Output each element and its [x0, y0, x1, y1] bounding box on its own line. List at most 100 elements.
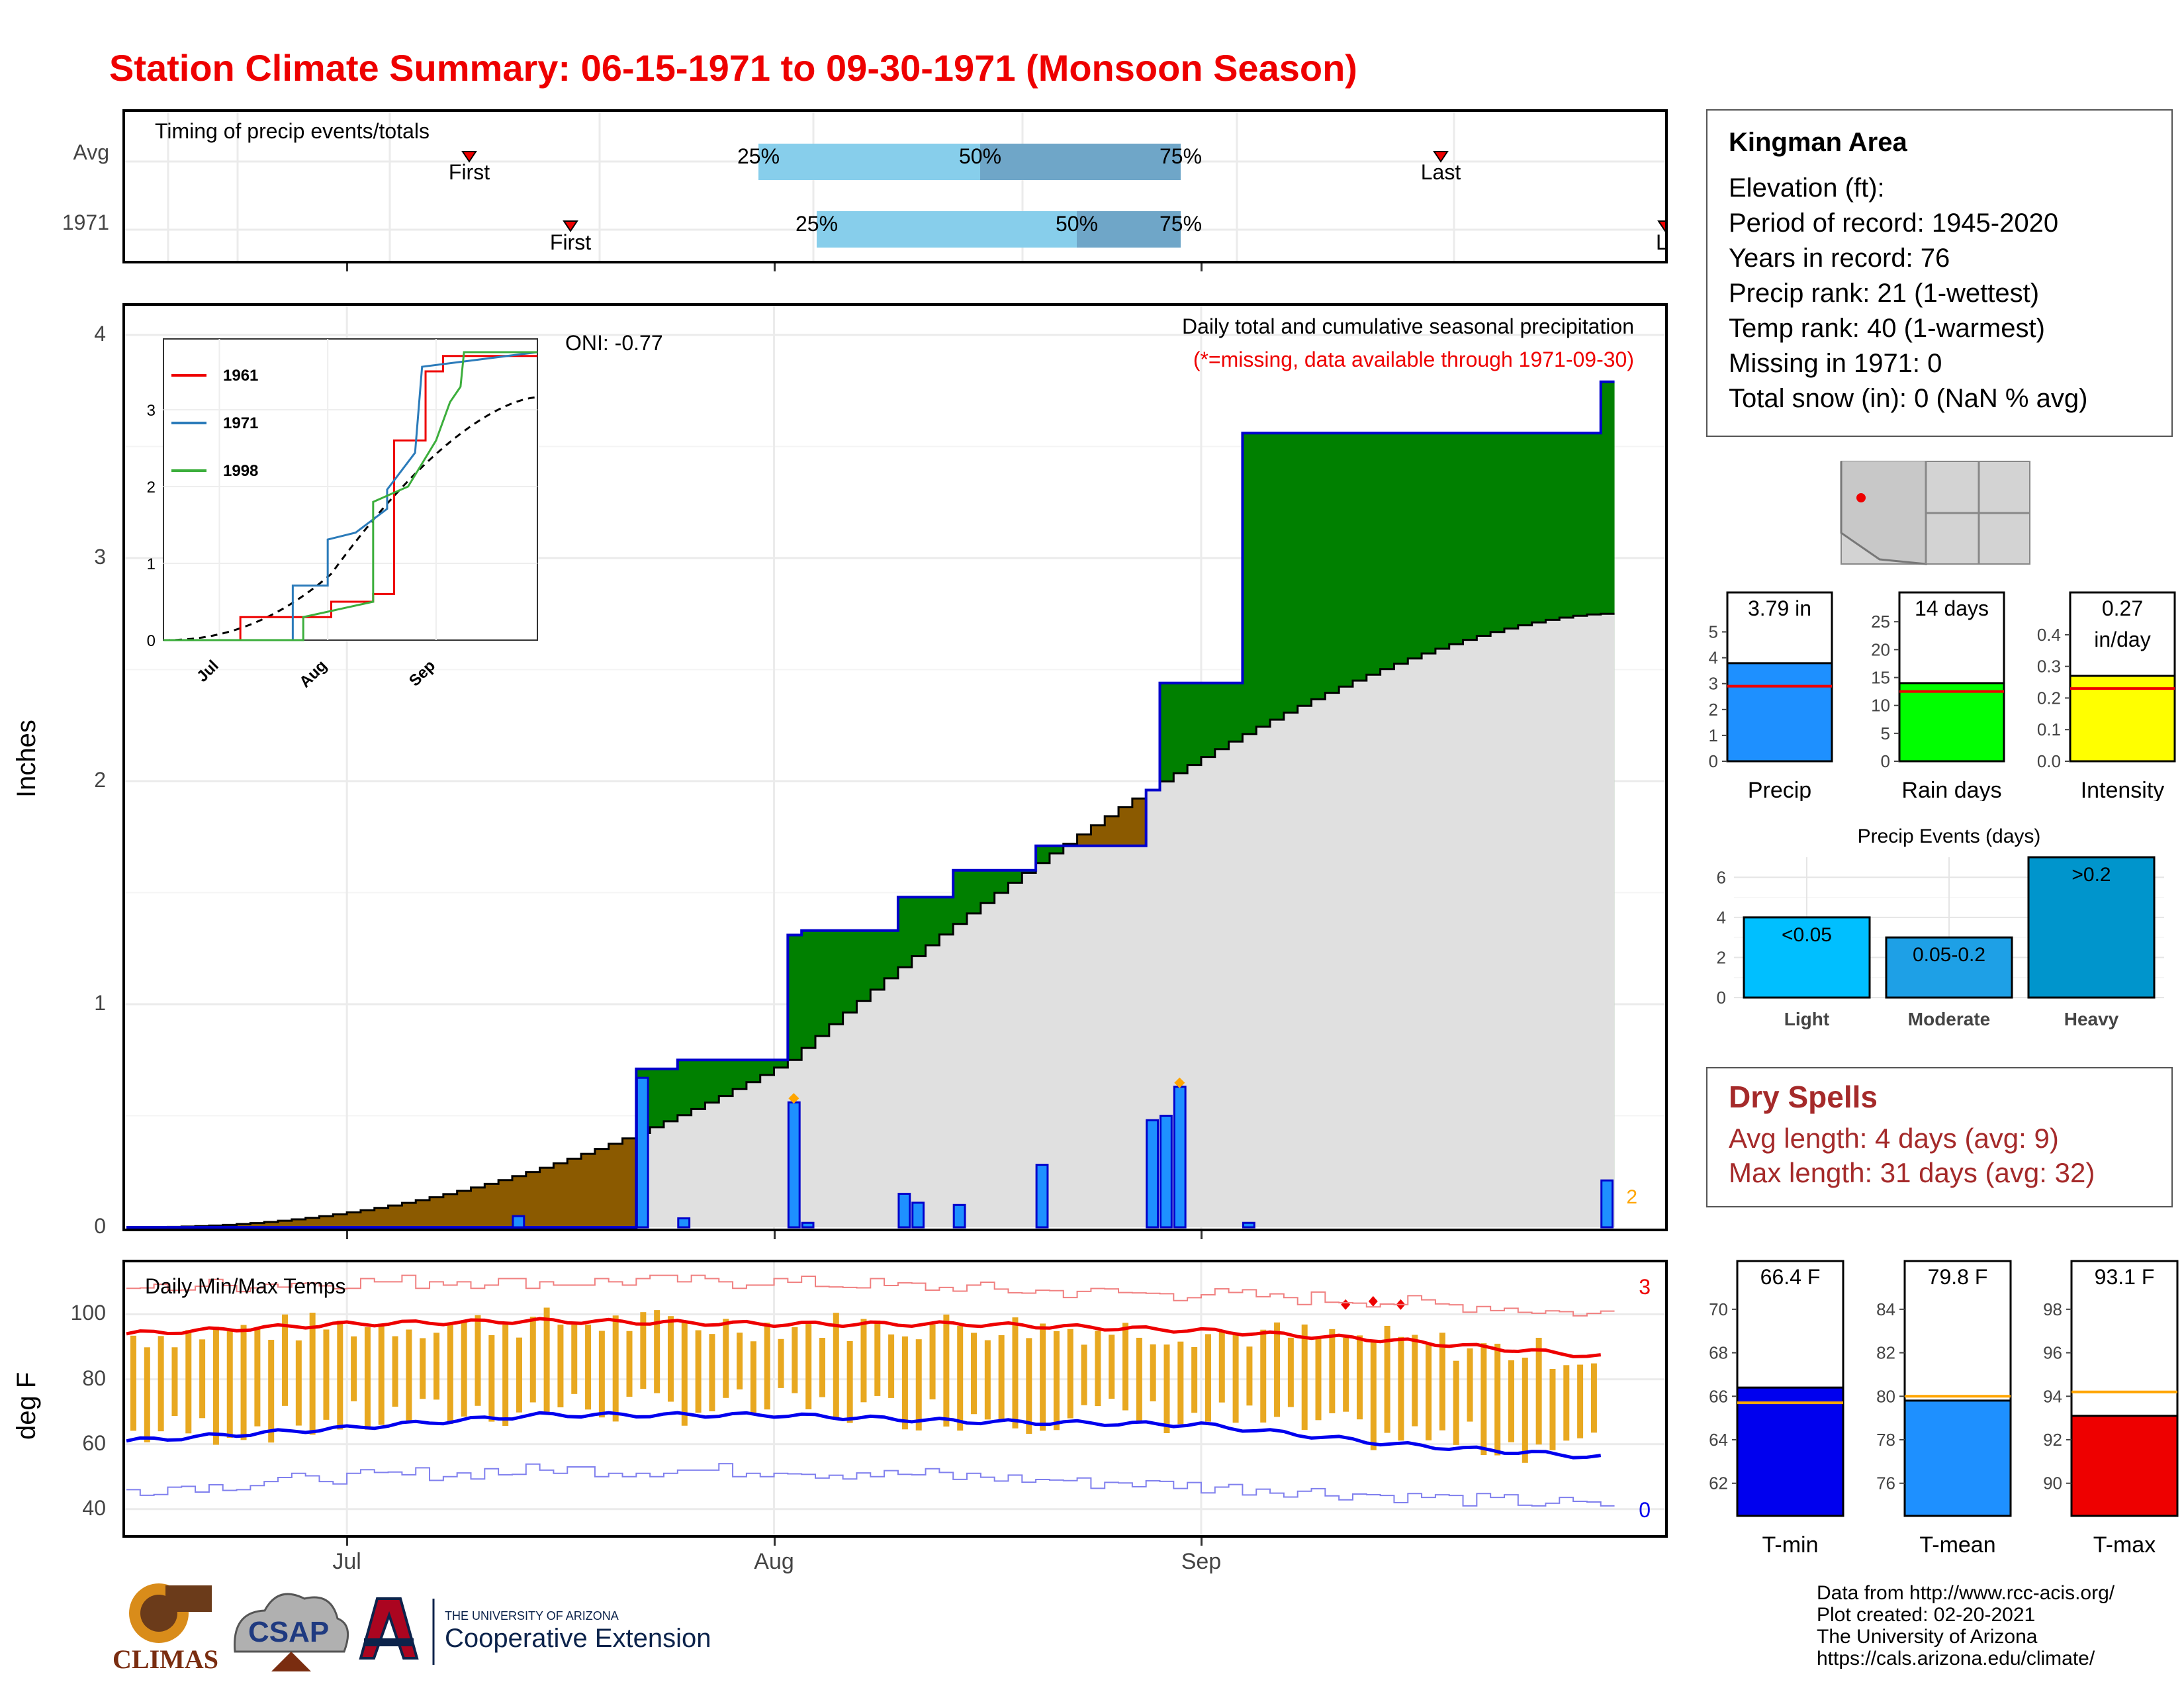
daily-temp-bar — [1095, 1331, 1101, 1407]
precip-y-tick: 4 — [94, 322, 106, 346]
daily-temp-bar — [1315, 1337, 1322, 1421]
inset-x-tick: Aug — [296, 657, 330, 691]
station-location-marker — [1856, 493, 1866, 502]
precip-bar — [1726, 662, 1833, 763]
avg-first-marker — [461, 151, 477, 163]
precip-plot-title: Daily total and cumulative seasonal prec… — [1182, 314, 1634, 338]
precip-tick: 5 — [1709, 622, 1718, 642]
tmean-tick: 82 — [1876, 1343, 1895, 1363]
intensity-tick: 0.1 — [2037, 720, 2061, 739]
daily-temp-bar — [901, 1336, 908, 1430]
daily-temp-bar — [860, 1319, 867, 1403]
daily-temp-bar — [1426, 1344, 1432, 1440]
tmean-tick: 80 — [1876, 1386, 1895, 1406]
x-tick-mark — [773, 263, 776, 271]
daily-temp-bar — [433, 1333, 440, 1400]
daily-temp-bar — [1053, 1331, 1060, 1430]
normal-cumulative-line — [126, 612, 1615, 1229]
precip-value: 3.79 in — [1748, 596, 1811, 620]
daily-temp-bar — [323, 1329, 330, 1420]
tmin-tick: 70 — [1709, 1299, 1728, 1319]
events-bar-label: <0.05 — [1782, 924, 1832, 946]
ua-small-text: THE UNIVERSITY OF ARIZONA — [445, 1609, 619, 1622]
tmax-tick: 92 — [2043, 1430, 2062, 1450]
inset-x-tick: Sep — [406, 657, 439, 690]
daily-temp-bar — [585, 1325, 592, 1410]
daily-temp-bar — [833, 1313, 839, 1419]
daily-temp-bar — [957, 1325, 964, 1431]
daily-precip-bar — [787, 1101, 801, 1229]
info-line: Elevation (ft): — [1729, 173, 1885, 203]
temp-panel: Daily Min/Max Temps 3 0 — [122, 1260, 1668, 1538]
daily-temp-bar — [557, 1325, 564, 1408]
inset-normal-line — [163, 396, 538, 641]
daily-temp-bar — [406, 1329, 412, 1423]
precip-tick: 1 — [1709, 726, 1718, 745]
climas-logo: CLIMAS — [113, 1583, 218, 1674]
tmax-tick: 94 — [2043, 1386, 2062, 1406]
oni-label: ONI: -0.77 — [565, 331, 663, 355]
daily-temp-bar — [130, 1335, 136, 1431]
temp-ylabel: deg F — [12, 1372, 41, 1440]
daily-temp-bar — [529, 1317, 536, 1403]
dry-spells-box: Dry Spells Avg length: 4 days (avg: 9) M… — [1706, 1067, 2173, 1207]
daily-temp-bar — [502, 1325, 509, 1427]
daily-temp-bar — [447, 1325, 453, 1425]
avg-first-label: First — [449, 160, 490, 184]
precip-tick: 4 — [1709, 648, 1718, 668]
tmax-bar — [2070, 1415, 2179, 1517]
info-line: Temp rank: 40 (1-warmest) — [1729, 314, 2045, 343]
raindays-tick: 0 — [1881, 751, 1890, 771]
year-bar-q1 — [817, 211, 1080, 248]
tmean-label: T-mean — [1919, 1532, 1995, 1558]
credits: Data from http://www.rcc-acis.org/Plot c… — [1817, 1582, 2115, 1669]
year-p50: 50% — [1056, 212, 1098, 236]
daily-temp-bar — [750, 1341, 756, 1413]
daily-temp-bar — [1136, 1337, 1142, 1422]
daily-temp-bar — [1232, 1333, 1239, 1423]
daily-temp-bar — [971, 1333, 978, 1415]
station-name: Kingman Area — [1729, 128, 1907, 157]
raindays-tick: 5 — [1881, 724, 1890, 743]
dry-avg-length: Avg length: 4 days (avg: 9) — [1729, 1123, 2059, 1154]
daily-temp-bar — [158, 1336, 164, 1432]
info-line: Years in record: 76 — [1729, 244, 1950, 273]
events-category: Moderate — [1908, 1009, 1990, 1029]
daily-temp-bar — [1067, 1329, 1073, 1419]
daily-temp-bar — [1398, 1336, 1404, 1441]
inset-series-line — [163, 355, 537, 641]
raindays-tick: 20 — [1871, 639, 1890, 659]
x-tick-mark — [346, 1231, 349, 1239]
daily-temp-bar — [681, 1322, 688, 1426]
inset-x-tick: Jul — [193, 657, 222, 686]
daily-precip-bar — [512, 1215, 525, 1229]
daily-temp-bar — [1563, 1365, 1570, 1441]
tmax-tick: 90 — [2043, 1474, 2062, 1493]
daily-temp-bar — [805, 1323, 812, 1409]
intensity-tick: 0.0 — [2037, 751, 2061, 771]
daily-precip-bar — [1035, 1164, 1049, 1229]
intensity-label: Intensity — [2081, 778, 2165, 801]
avg-bar-q2 — [980, 144, 1181, 180]
raindays-tick: 15 — [1871, 668, 1890, 688]
inset-legend-label: 1961 — [223, 367, 258, 385]
events-y-tick: 2 — [1717, 947, 1726, 967]
daily-temp-bar — [874, 1320, 881, 1396]
daily-temp-bar — [475, 1315, 481, 1406]
daily-temp-bar — [543, 1307, 550, 1415]
intensity-tick: 0.2 — [2037, 688, 2061, 708]
daily-temp-bar — [778, 1338, 784, 1388]
year-first-marker — [563, 220, 578, 232]
daily-temp-bar — [1356, 1335, 1363, 1420]
daily-temp-bar — [1301, 1324, 1308, 1430]
daily-temp-bar — [1040, 1323, 1046, 1431]
info-line: Total snow (in): 0 (NaN % avg) — [1729, 384, 2088, 413]
daily-temp-bar — [654, 1310, 660, 1393]
daily-precip-bar — [952, 1203, 966, 1229]
intensity-bar — [2069, 675, 2176, 763]
tmin-tick: 64 — [1709, 1430, 1728, 1450]
precip-y-tick: 0 — [94, 1214, 106, 1238]
temp-min-count: 0 — [1639, 1498, 1651, 1522]
season-minicharts: 0 1 2 3 4 5 3.79 in Precip 0 5 10 15 20 25 14 days Rain… — [1709, 591, 2176, 801]
daily-temp-bar — [915, 1339, 922, 1430]
